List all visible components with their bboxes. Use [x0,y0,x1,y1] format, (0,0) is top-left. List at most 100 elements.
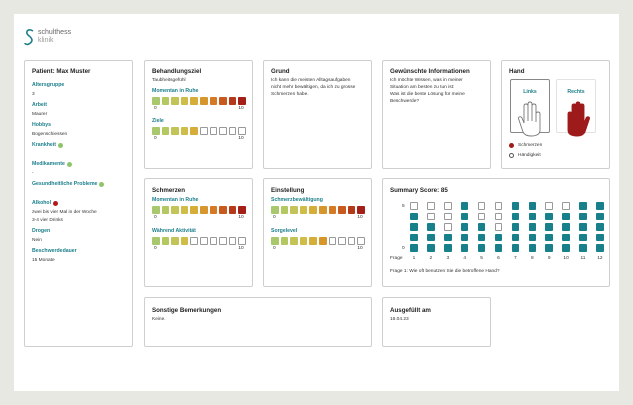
score-empty [494,223,503,231]
scale-max: 10 [238,214,244,220]
scale-square [299,237,308,245]
score-square [460,223,469,231]
score-square [562,223,570,231]
score-square [511,223,520,231]
scale-empty [238,127,246,135]
field-value: zwei bis vier Mal in der Woche [32,210,97,215]
scale-square [228,97,237,105]
scale-empty [347,237,356,245]
score-square [596,244,604,252]
score-square [528,202,537,210]
score-empty [494,212,503,221]
field-value: - [32,171,34,176]
scale-square [152,127,160,135]
score-square [477,233,486,242]
scale-label: Momentan in Ruhe [152,88,199,94]
scale-min: 0 [154,135,157,141]
scale-empty [200,237,208,245]
score-square [460,233,469,242]
scale-square [209,206,218,214]
x-tick-label: 3 [446,256,450,261]
field-value: 3 [32,92,35,97]
score-square [528,233,537,242]
card-title: Schmerzen [152,187,186,194]
informationen-card: Gewünschte Informationen Ich möchte Wisse… [382,60,491,169]
field-value: Bogenschiessen [32,132,68,137]
field-value: Nein [32,238,42,243]
scale-max: 10 [357,214,363,220]
scale-square [290,237,298,245]
score-square [444,244,452,252]
score-empty [427,202,435,210]
status-dot [53,200,59,206]
score-square [410,223,418,231]
field-label: Altersgruppe [32,82,65,88]
score-square [562,212,570,221]
scale-square [219,97,227,105]
field-label: Drogen [32,228,51,234]
card-title: Patient: Max Muster [32,68,91,75]
score-square [545,223,553,231]
field-label: Hobbys [32,122,52,128]
status-dot [57,142,63,148]
x-tick-label: 7 [514,256,517,261]
field-label: Gesundheitliche Probleme [32,181,98,187]
scale-square [271,206,279,214]
scale-label: Sorgelevel [271,228,298,234]
scale-label: Während Aktivität [152,228,196,234]
hand-label: Rechts [567,89,585,95]
scale-square [209,97,218,105]
score-square [545,244,553,252]
scale-square [280,206,289,214]
score-square [579,233,587,242]
ausgefuellt-card: Ausgefüllt am 16.04.23 [382,297,491,347]
scale-square [152,237,160,245]
score-square [477,244,486,252]
field-value: 15 Monate [32,258,55,263]
score-square [545,212,553,221]
score-square [579,202,587,210]
scale-square [161,206,170,214]
scale-empty [219,237,227,245]
score-square [460,212,469,221]
scale-max: 10 [357,245,363,251]
score-square [511,233,520,242]
card-text: Was ist die beste Lösung für meine Besch… [390,92,465,104]
scale-square [347,206,356,214]
card-title: Summary Score: 85 [390,187,448,194]
score-square [427,233,435,242]
y-tick-label: 0 [402,245,405,251]
scale-empty [219,127,227,135]
scale-min: 0 [154,214,157,220]
scale-square [338,206,346,214]
score-square [528,212,537,221]
legend-dot [509,153,514,158]
scale-square [219,206,227,214]
scale-label: Ziele [152,118,164,124]
score-square [579,223,587,231]
field-label: Alkohol [32,200,52,206]
scale-label: Momentan in Ruhe [152,197,199,203]
score-empty [477,202,486,210]
card-title: Gewünschte Informationen [390,68,470,75]
score-square [427,244,435,252]
score-square [511,202,520,210]
card-title: Behandlungsziel [152,68,202,75]
status-dot [99,181,105,187]
scale-square [152,97,160,105]
score-square [562,233,570,242]
score-empty [494,202,503,210]
card-subtitle: Taubheitsgefühl [152,78,186,83]
hand-card: Hand Links Rechts Schmerzen Händigkeit [501,60,610,169]
x-tick-label: 6 [497,256,500,261]
card-title: Einstellung [271,187,305,194]
score-empty [545,202,553,210]
card-title: Sonstige Bemerkungen [152,307,222,314]
score-square [528,244,537,252]
scale-square [200,206,208,214]
scale-square [328,206,337,214]
card-title: Grund [271,68,290,75]
scale-square [228,206,237,214]
scale-square [299,206,308,214]
